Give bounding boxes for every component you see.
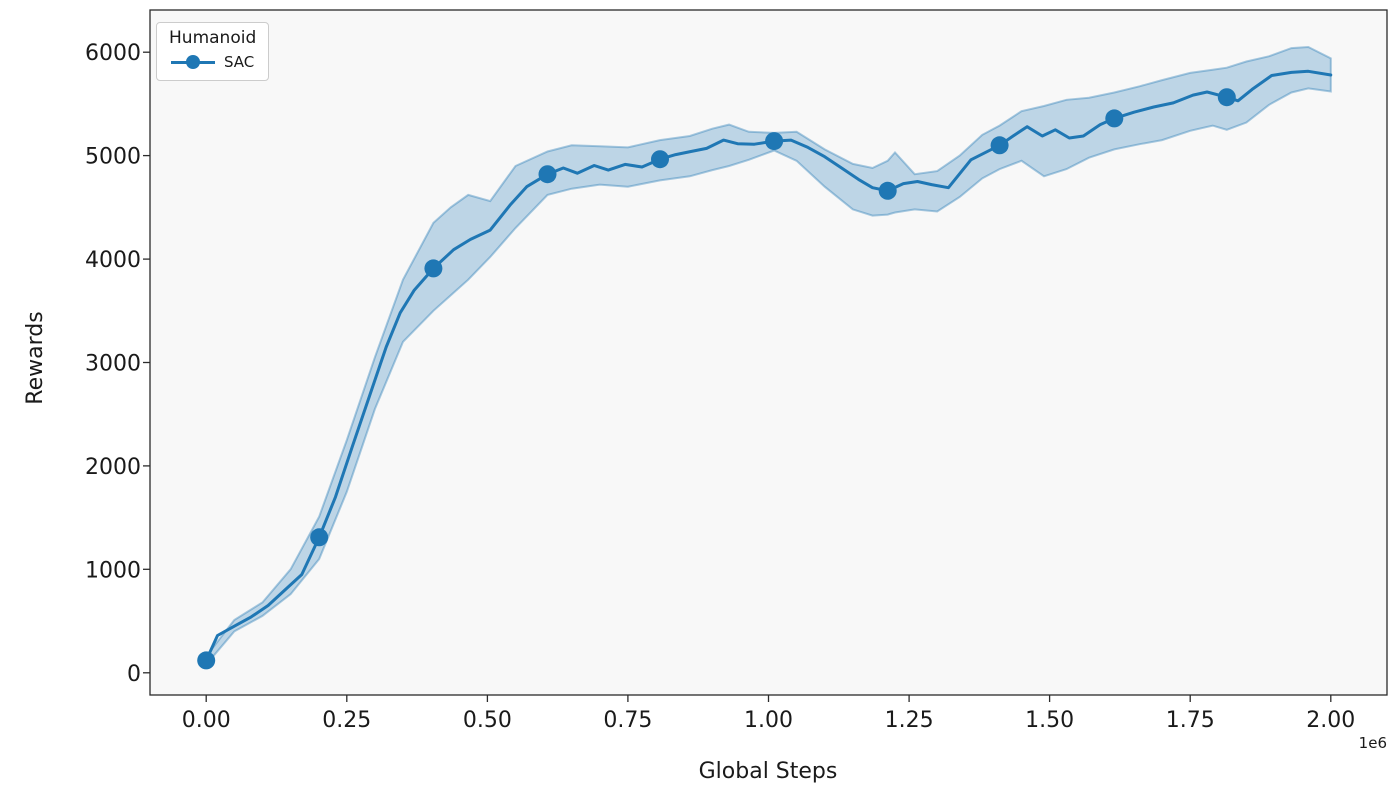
series-line-group [204,69,1333,662]
y-tick-label: 5000 [85,145,141,170]
sac-marker [651,150,669,169]
x-tick-label: 1.00 [744,708,793,733]
sac-marker [765,132,784,151]
sac-marker [310,528,329,547]
legend-title: Humanoid [169,28,257,48]
confidence-band [205,45,1332,668]
x-axis-label: Global Steps [699,759,838,784]
sac-line [204,69,1333,662]
sac-marker [1105,109,1124,128]
sac-marker [878,181,897,200]
x-tick-label: 2.00 [1306,708,1355,733]
sac-marker [538,165,557,184]
x-tick-label: 1.50 [1025,708,1074,733]
legend: Humanoid SAC [156,22,270,81]
sac-marker [1217,88,1236,107]
y-tick-label: 0 [127,662,141,687]
legend-entry-sac: SAC [167,51,258,73]
legend-line-sample [171,55,215,69]
legend-marker-dot [186,55,200,69]
sac-marker [197,651,216,670]
x-axis-ticks: 0.00 0.25 0.50 0.75 1.00 1.25 1.50 1.75 2.00 [182,695,1355,733]
x-axis-offset-label: 1e6 [1359,734,1387,752]
y-axis-label: Rewards [23,311,48,404]
x-tick-label: 0.25 [322,708,371,733]
plot-area [150,10,1387,695]
legend-entry-label: SAC [224,53,255,71]
x-tick-label: 0.75 [603,708,652,733]
confidence-band-group [205,45,1332,668]
y-tick-label: 6000 [85,41,141,66]
x-tick-label: 0.50 [463,708,512,733]
y-tick-label: 1000 [85,558,141,583]
y-tick-label: 2000 [85,455,141,480]
y-tick-label: 3000 [85,352,141,377]
x-tick-label: 1.25 [885,708,934,733]
series-markers-group [197,88,1236,670]
sac-marker [990,136,1009,155]
x-tick-label: 1.75 [1166,708,1215,733]
sac-marker [424,259,443,278]
y-tick-label: 4000 [85,248,141,273]
y-axis-ticks: 0 1000 2000 3000 4000 5000 6000 [85,41,150,687]
x-tick-label: 0.00 [182,708,231,733]
